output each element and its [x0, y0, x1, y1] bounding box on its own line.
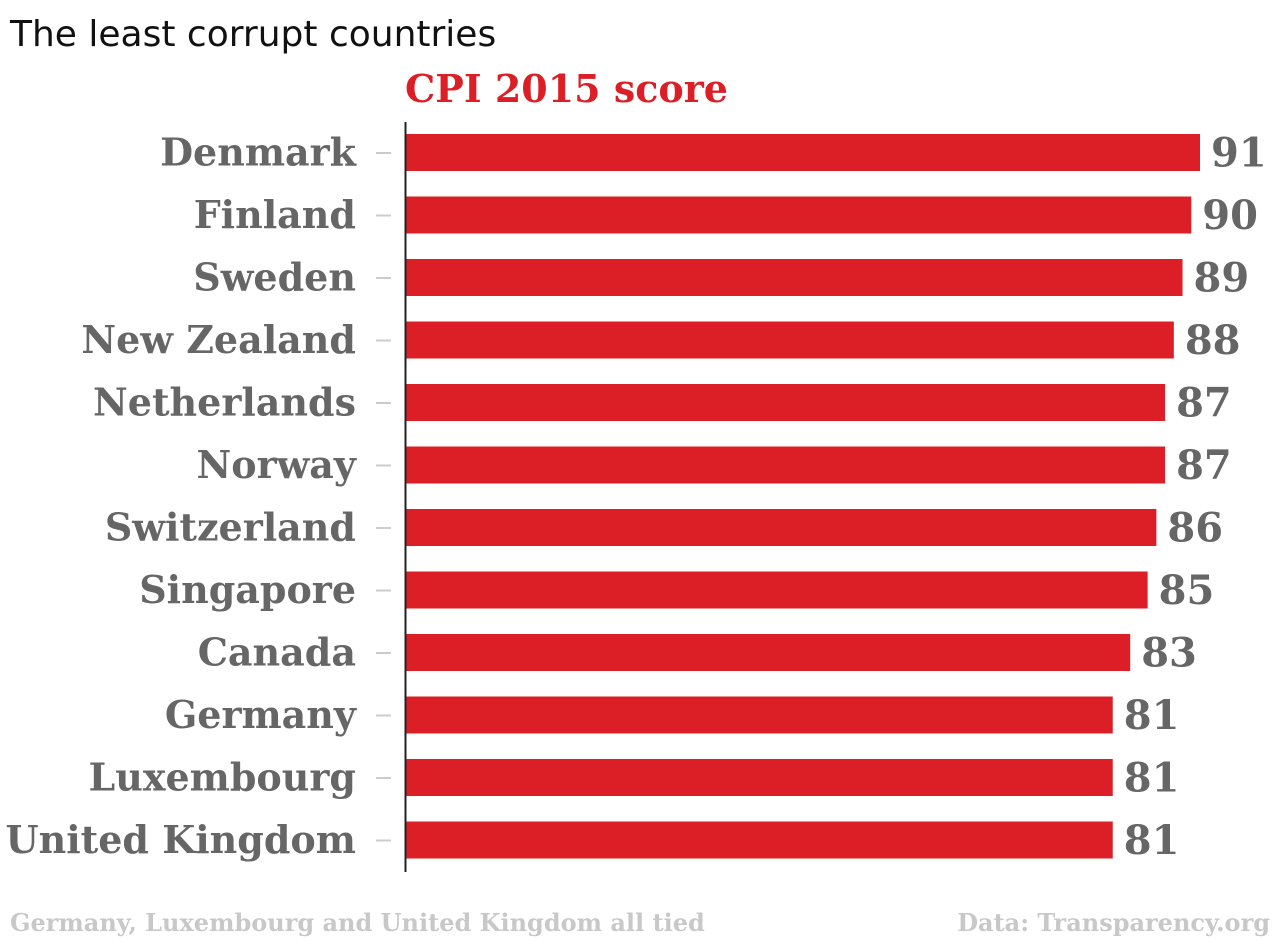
category-label: Germany [165, 692, 357, 737]
bar [406, 821, 1113, 859]
category-label: Switzerland [105, 505, 356, 550]
bar-row: Luxembourg 81 [88, 755, 1179, 802]
bar-row: Denmark 91 [160, 130, 1267, 177]
category-label: Sweden [193, 255, 356, 300]
bar [406, 759, 1113, 796]
category-label: Denmark [160, 130, 357, 175]
page-title: The least corrupt countries [9, 14, 496, 55]
value-label: 90 [1202, 192, 1258, 239]
bar-row: New Zealand 88 [81, 317, 1240, 364]
bar-row: Switzerland 86 [105, 505, 1223, 552]
bar [406, 259, 1183, 296]
category-label: Netherlands [93, 380, 356, 425]
bar [406, 634, 1131, 671]
value-label: 81 [1124, 817, 1180, 864]
value-label: 89 [1194, 255, 1250, 302]
bar [406, 696, 1113, 734]
value-label: 81 [1124, 692, 1180, 739]
category-label: Canada [198, 630, 356, 675]
value-label: 85 [1159, 567, 1215, 614]
value-label: 83 [1141, 630, 1197, 677]
category-label: Luxembourg [88, 755, 356, 800]
bar [406, 384, 1166, 421]
category-label: Finland [194, 192, 356, 237]
bar [406, 446, 1166, 484]
category-label: New Zealand [81, 317, 356, 362]
series-title: CPI 2015 score [405, 66, 728, 111]
value-label: 91 [1211, 130, 1267, 177]
bar-row: Canada 83 [198, 630, 1197, 677]
bar-row: Singapore 85 [139, 567, 1214, 614]
bar [406, 509, 1157, 546]
bar [406, 196, 1192, 234]
bar-row: Norway 87 [196, 442, 1231, 489]
bar-row: Sweden 89 [193, 255, 1249, 302]
bar-row: Netherlands 87 [93, 380, 1232, 427]
value-label: 81 [1124, 755, 1180, 802]
bar-row: Finland 90 [194, 192, 1258, 239]
bar [406, 134, 1200, 171]
category-label: United Kingdom [5, 817, 356, 862]
footnote: Germany, Luxembourg and United Kingdom a… [10, 908, 705, 937]
value-label: 87 [1176, 442, 1232, 489]
source-note: Data: Transparency.org [957, 908, 1270, 937]
value-label: 86 [1167, 505, 1223, 552]
bar-row: Germany 81 [165, 692, 1180, 739]
value-label: 87 [1176, 380, 1232, 427]
bar [406, 571, 1148, 609]
value-label: 88 [1185, 317, 1241, 364]
bar [406, 321, 1174, 359]
category-label: Norway [196, 442, 356, 487]
category-label: Singapore [139, 567, 356, 612]
bar-row: United Kingdom 81 [5, 817, 1179, 864]
